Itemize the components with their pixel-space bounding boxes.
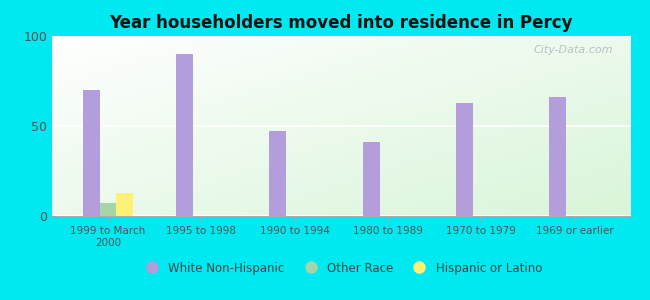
Bar: [456, 103, 473, 216]
Title: Year householders moved into residence in Percy: Year householders moved into residence i…: [109, 14, 573, 32]
Bar: [363, 142, 380, 216]
Legend: White Non-Hispanic, Other Race, Hispanic or Latino: White Non-Hispanic, Other Race, Hispanic…: [140, 262, 542, 275]
Text: City-Data.com: City-Data.com: [534, 45, 613, 55]
Bar: [549, 97, 566, 216]
Bar: [99, 203, 116, 216]
Bar: [269, 131, 286, 216]
Bar: [176, 54, 193, 216]
Bar: [83, 90, 99, 216]
Bar: [116, 193, 133, 216]
